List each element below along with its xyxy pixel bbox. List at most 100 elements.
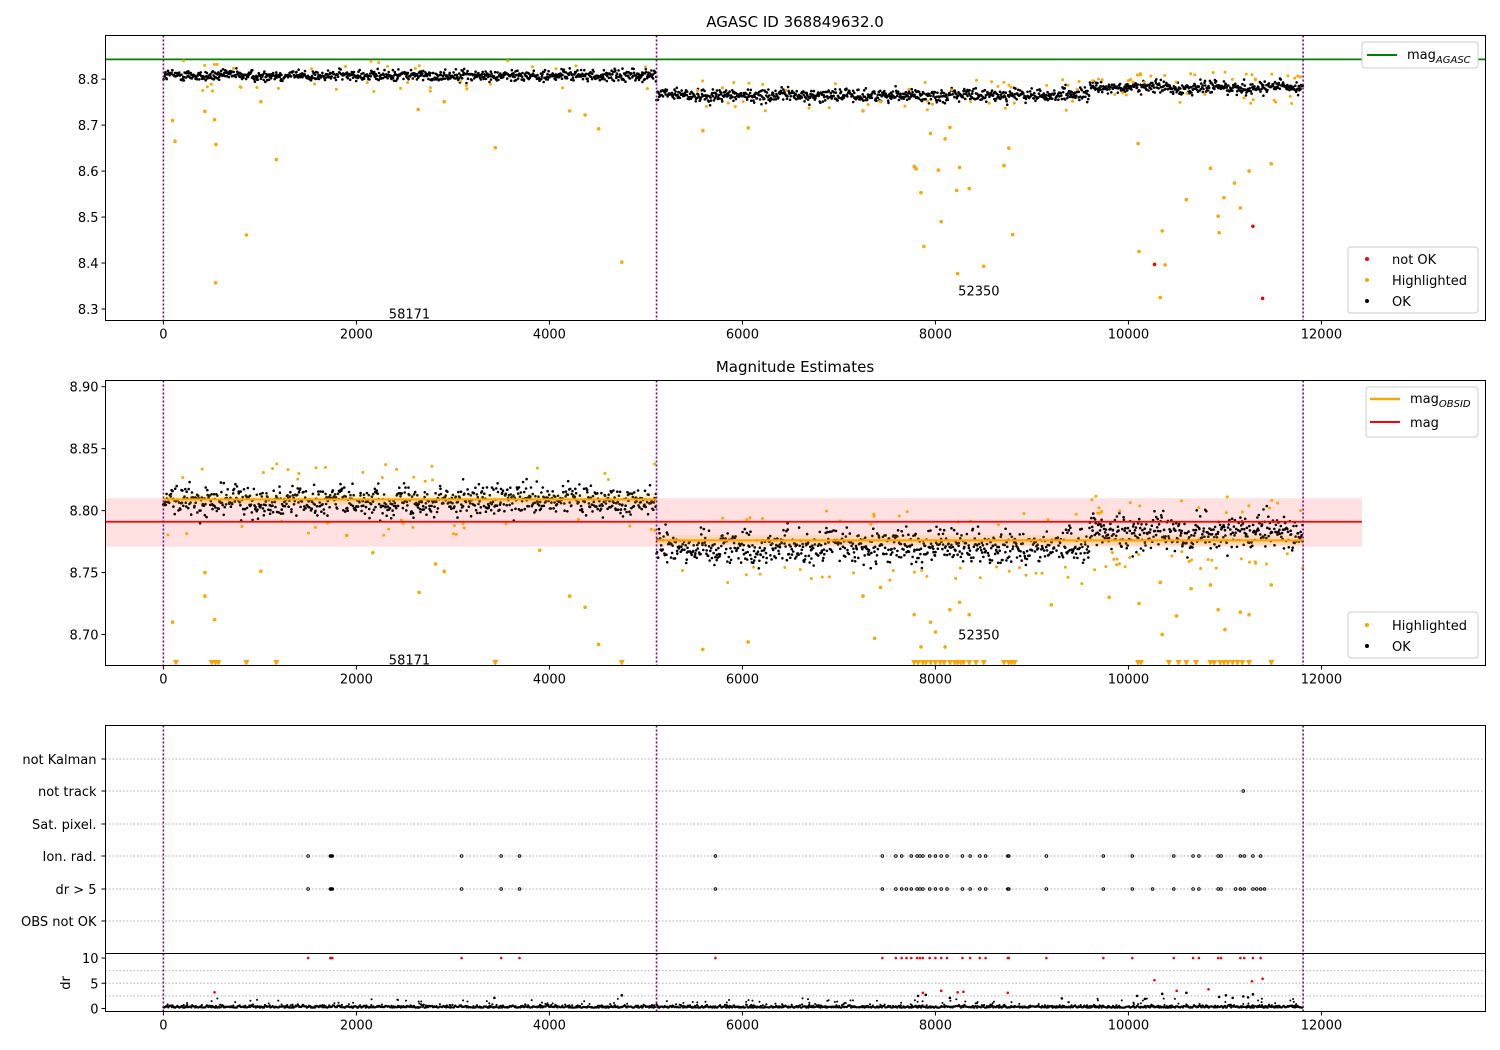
dr-point [449,1004,452,1007]
highlighted-point [1045,83,1049,87]
highlighted-point [807,106,811,110]
dr-clipped-point [910,956,913,960]
clipped-low-marker [1211,660,1218,667]
highlighted-point [1244,72,1248,76]
flag-marker [983,887,988,891]
highlighted-point [981,264,986,269]
x-tick-label: 4000 [533,1019,566,1034]
dr-point [725,1001,728,1004]
highlighted-point [458,79,462,83]
legend-mag-agasc-label: mag [1407,48,1436,63]
highlighted-point [1270,498,1274,502]
dr-point [1141,999,1144,1002]
panel-agasc: AGASC ID 368849632.0 0 2000 4000 6000 8000 10… [78,13,1486,343]
flag-marker [1258,887,1263,891]
highlighted-point [1113,92,1117,96]
highlighted-point [903,104,907,108]
legend-box [1347,246,1479,314]
dr-point [964,1000,967,1003]
flag-marker [1219,887,1223,891]
highlighted-point [1160,632,1165,637]
highlighted-point [923,80,927,84]
highlighted-point [760,517,764,521]
flag-marker [517,887,522,891]
highlighted-point [704,104,708,108]
legend-mag-agasc-subscript: AGASC [1435,55,1471,66]
dr-point [1198,1002,1201,1005]
highlighted-point [286,468,290,472]
highlighted-point [596,642,601,647]
highlighted-point [957,165,962,170]
highlighted-point [866,103,870,107]
highlighted-point [872,636,877,641]
not-ok-point [1260,296,1265,301]
highlighted-point [380,476,384,480]
highlighted-point [1216,214,1220,218]
highlighted-point [259,99,263,104]
highlighted-point [721,516,725,520]
dr-clipped-point [1242,956,1246,960]
dr-point [612,1002,615,1005]
flag-marker [1262,887,1267,891]
x-tick-label: 8000 [919,673,952,688]
dr-point [1177,1002,1180,1005]
dr-point [900,1001,903,1004]
highlighted-point [1197,506,1201,510]
mag-legend-lines: magOBSID mag [1365,386,1479,438]
highlighted-point [214,142,218,147]
highlighted-point [763,109,767,113]
flag-marker [1233,887,1238,891]
dr-ylabel: dr [59,976,74,990]
dr-clipped-point [900,956,903,960]
dr-point [267,1002,270,1005]
highlighted-point [1174,614,1179,618]
flag-marker [1007,854,1011,858]
flag-marker [1251,887,1255,891]
highlighted-point [1063,565,1067,569]
highlighted-point [907,87,911,91]
highlighted-point [872,512,876,516]
highlighted-point [576,517,580,521]
highlighted-point [275,462,279,466]
highlighted-point [1099,510,1103,514]
highlighted-point [324,465,328,469]
dr-point [991,1002,994,1005]
flag-marker [713,887,718,891]
clipped-low-marker [492,660,499,667]
dr-clipped-point [894,956,898,960]
highlighted-point [726,581,730,585]
dr-point [216,997,219,1000]
dr-point [921,1000,924,1003]
flag-marker [1255,887,1259,891]
dr-large-point [956,991,959,994]
dr-point [879,1003,882,1006]
highlighted-point [761,82,765,86]
highlighted-point [701,128,705,133]
dr-large-point [1175,989,1178,993]
flag-marker [1197,854,1201,858]
dr-point [728,999,731,1002]
dr-point [417,1000,420,1003]
dr-point [745,1000,748,1003]
clipped-low-marker [1239,660,1246,667]
x-tick-label: 6000 [726,673,759,688]
dr-point [420,1000,423,1003]
highlighted-point [975,78,979,82]
flag-marker [306,854,310,858]
flag-marker [978,887,982,891]
highlighted-point [996,84,1000,88]
clipped-low-marker [972,660,979,667]
highlighted-point [1180,550,1184,554]
highlighted-point [1112,557,1116,561]
dr-clipped-point [1045,956,1048,960]
dr-clipped-point [978,956,982,960]
dr-point [955,998,958,1001]
highlighted-point [1238,206,1243,210]
dr-point [751,999,754,1002]
highlighted-point [1040,571,1044,575]
dr-point [1120,999,1123,1002]
highlighted-point [606,478,610,482]
highlighted-point [948,125,952,130]
dr-point [1289,999,1292,1002]
